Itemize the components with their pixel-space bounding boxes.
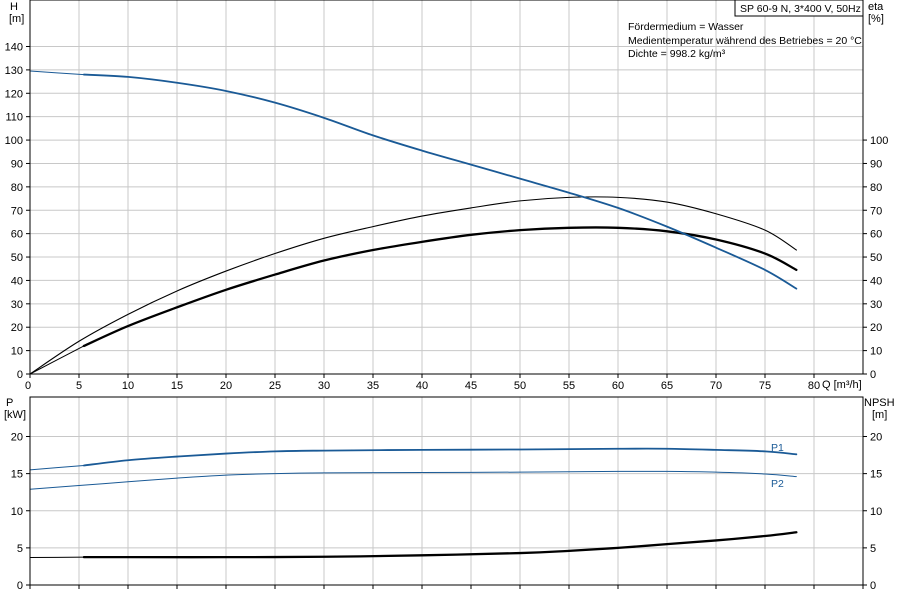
- head-curve-lead-in: [29, 70, 84, 76]
- x-tick-label: 0: [25, 380, 31, 392]
- lower-y-left-tick-label: 10: [11, 506, 23, 518]
- info-line-1: Fördermedium = Wasser: [628, 21, 744, 33]
- lower-plot-frame: [29, 396, 864, 586]
- eta-thick-lead-in: [29, 345, 85, 375]
- upper-y-right-unit: [%]: [868, 13, 884, 25]
- lower-y-right-tick-label: 0: [870, 580, 876, 592]
- upper-y-left-tick-label: 10: [11, 346, 23, 358]
- upper-y-left-tick-label: 120: [5, 88, 23, 100]
- lower-y-right-label: NPSH: [864, 397, 895, 409]
- npsh-thick-curve-line: [82, 531, 798, 559]
- lower-y-right-unit: [m]: [872, 409, 887, 421]
- info-line-2: Medientemperatur während des Betriebes =…: [628, 35, 862, 47]
- p2-curve-line: [29, 470, 797, 490]
- upper-y-left-unit: [m]: [9, 13, 24, 25]
- upper-y-left-tick-label: 100: [5, 135, 23, 147]
- upper-y-right-tick-label: 40: [870, 275, 882, 287]
- lower-y-right-tick-label: 15: [870, 469, 882, 481]
- p1-curve-lead-in: [29, 464, 84, 471]
- lower-y-left-tick-label: 20: [11, 432, 23, 444]
- x-tick-label: 30: [318, 380, 330, 392]
- lower-y-left-tick-label: 0: [17, 580, 23, 592]
- x-tick-label: 75: [759, 380, 771, 392]
- eta-thin-curve-line: [29, 196, 797, 375]
- upper-y-left-tick-label: 130: [5, 65, 23, 77]
- eta-thick-curve-line: [82, 226, 798, 348]
- x-tick-label: 5: [76, 380, 82, 392]
- upper-y-right-tick-label: 80: [870, 182, 882, 194]
- lower-y-right-tick-label: 20: [870, 432, 882, 444]
- upper-y-right-tick-label: 70: [870, 205, 882, 217]
- upper-y-right-tick-label: 100: [870, 135, 888, 147]
- lower-y-right-tick-label: 5: [870, 543, 876, 555]
- upper-y-left-tick-label: 20: [11, 322, 23, 334]
- x-tick-label: 55: [563, 380, 575, 392]
- x-axis-label: Q [m³/h]: [822, 379, 862, 391]
- upper-y-left-label: H: [10, 1, 18, 13]
- upper-plot-frame: [29, 0, 864, 375]
- x-tick-label: 15: [171, 380, 183, 392]
- upper-y-left-tick-label: 60: [11, 229, 23, 241]
- upper-y-left-tick-label: 40: [11, 275, 23, 287]
- model-title: SP 60-9 N, 3*400 V, 50Hz: [740, 3, 861, 15]
- head-curve-line: [83, 73, 798, 290]
- p1-label: P1: [771, 442, 784, 454]
- x-tick-label: 70: [710, 380, 722, 392]
- x-tick-label: 35: [367, 380, 379, 392]
- x-tick-label: 10: [122, 380, 134, 392]
- lower-y-left-unit: [kW]: [4, 409, 26, 421]
- x-tick-label: 45: [465, 380, 477, 392]
- frame-layer: [29, 0, 864, 586]
- upper-y-left-tick-label: 90: [11, 158, 23, 170]
- upper-y-left-tick-label: 140: [5, 42, 23, 54]
- x-tick-label: 65: [661, 380, 673, 392]
- upper-y-left-tick-label: 0: [17, 369, 23, 381]
- upper-y-left-tick-label: 110: [5, 112, 23, 124]
- upper-y-right-label: eta: [868, 1, 884, 13]
- upper-y-left-tick-label: 50: [11, 252, 23, 264]
- upper-y-right-tick-label: 90: [870, 158, 882, 170]
- upper-y-right-tick-label: 0: [870, 369, 876, 381]
- curve-layer: [29, 70, 798, 559]
- x-tick-label: 20: [220, 380, 232, 392]
- upper-y-right-tick-label: 20: [870, 322, 882, 334]
- p2-label: P2: [771, 478, 784, 490]
- info-line-3: Dichte = 998.2 kg/m³: [628, 48, 726, 60]
- upper-y-right-tick-label: 30: [870, 299, 882, 311]
- grid-layer: [30, 0, 864, 585]
- x-tick-label: 40: [416, 380, 428, 392]
- x-tick-label: 25: [269, 380, 281, 392]
- upper-y-left-tick-label: 80: [11, 182, 23, 194]
- x-tick-label: 50: [514, 380, 526, 392]
- lower-y-right-tick-label: 10: [870, 506, 882, 518]
- upper-y-right-tick-label: 50: [870, 252, 882, 264]
- upper-y-left-tick-label: 30: [11, 299, 23, 311]
- tick-layer: 0102030405060708090100110120130140010203…: [5, 42, 889, 593]
- x-tick-label: 60: [612, 380, 624, 392]
- upper-y-left-tick-label: 70: [11, 205, 23, 217]
- lower-y-left-tick-label: 5: [17, 543, 23, 555]
- x-tick-label: 80: [808, 380, 820, 392]
- lower-y-left-label: P: [6, 397, 13, 409]
- p1-curve-line: [83, 447, 798, 467]
- lower-y-left-tick-label: 15: [11, 469, 23, 481]
- upper-y-right-tick-label: 60: [870, 229, 882, 241]
- upper-y-right-tick-label: 10: [870, 346, 882, 358]
